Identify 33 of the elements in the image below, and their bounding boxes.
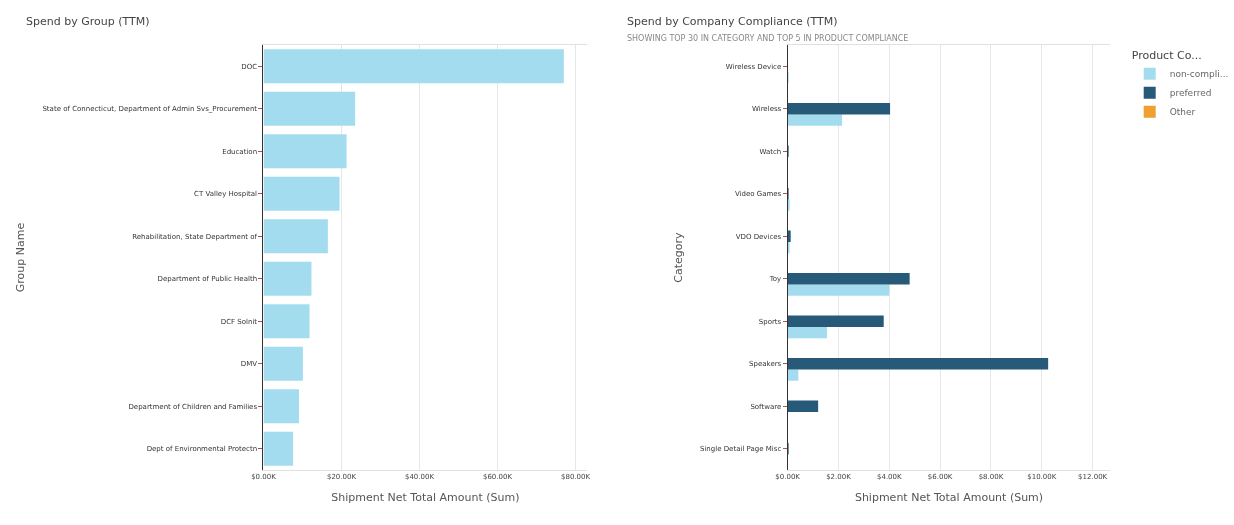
legend-title: Product Co... [1131, 49, 1202, 63]
y-axis-title: Group Name [14, 222, 28, 293]
bar [263, 389, 299, 424]
bar [787, 326, 828, 339]
y-axis-title: Category [671, 231, 685, 283]
bar [263, 304, 310, 339]
chart-subtitle: SHOWING TOP 30 IN CATEGORY AND TOP 5 IN PRODUCT COMPLIANCE [627, 34, 909, 43]
bar [263, 431, 294, 466]
x-axis-title: Shipment Net Total Amount (Sum) [331, 490, 520, 504]
chart-title: Spend by Company Compliance (TTM) [627, 15, 838, 28]
legend-label: preferred [1169, 88, 1212, 99]
bar [787, 273, 910, 285]
bar [787, 400, 819, 412]
bar [787, 315, 884, 327]
x-axis-title: Shipment Net Total Amount (Sum) [854, 490, 1044, 504]
bar [263, 176, 340, 211]
bar [787, 369, 799, 381]
bar [263, 261, 312, 296]
bar [787, 230, 791, 242]
bar [263, 219, 328, 254]
bar [263, 49, 564, 84]
bar [263, 91, 356, 126]
legend-label: non-compli... [1169, 69, 1229, 80]
bar [787, 114, 843, 126]
bar [263, 346, 303, 381]
bar [787, 241, 790, 254]
bar [787, 284, 890, 296]
bar [787, 199, 790, 211]
bar [263, 134, 347, 169]
bar [787, 103, 891, 115]
legend-label: Other [1169, 107, 1196, 118]
bar [787, 358, 1049, 370]
text: Spend by Group (TTM) [26, 15, 150, 28]
